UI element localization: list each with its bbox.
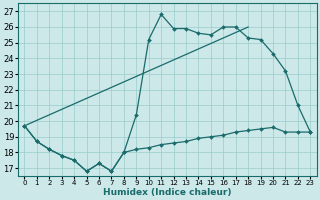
X-axis label: Humidex (Indice chaleur): Humidex (Indice chaleur): [103, 188, 232, 197]
